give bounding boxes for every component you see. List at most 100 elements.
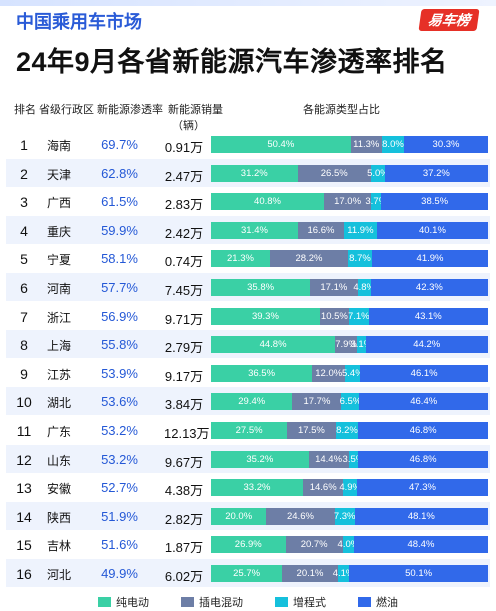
province-cell: 湖北 [47, 396, 72, 411]
share-bar: 31.2% 26.5% 5.0% 37.2% [211, 164, 488, 182]
penetration-cell: 51.9% [101, 508, 138, 524]
province-cell: 江苏 [47, 367, 72, 382]
bar-segment-ice: 50.1% [349, 565, 488, 582]
bar-segment-bev: 25.7% [211, 565, 283, 582]
bar-segment-phev: 14.4% [308, 450, 349, 468]
bar-segment-ice: 42.3% [370, 279, 488, 296]
rank-cell: 13 [16, 480, 32, 497]
header-rank: 排名 [14, 104, 36, 116]
penetration-cell: 62.8% [101, 165, 138, 181]
bar-segment-bev: 33.2% [211, 479, 303, 497]
sales-cell: 6.02万 [164, 569, 204, 584]
province-cell: 河北 [47, 568, 72, 582]
header-sales-unit: （辆） [172, 120, 205, 132]
bar-segment-ice: 46.4% [359, 393, 488, 411]
province-cell: 陕西 [47, 510, 72, 525]
brand-title: 中国乘用车市场 [16, 12, 142, 32]
rank-cell: 10 [16, 394, 32, 411]
bar-segment-bev: 35.2% [211, 450, 309, 468]
penetration-cell: 55.8% [101, 337, 138, 353]
legend-label-phev: 插电混动 [199, 597, 243, 609]
share-bar: 20.0% 24.6% 7.3% 48.1% [211, 507, 488, 525]
header-share: 各能源类型占比 [303, 104, 380, 116]
province-cell: 天津 [47, 167, 72, 182]
bar-segment-ice: 46.8% [358, 422, 488, 439]
penetration-cell: 53.9% [101, 365, 138, 381]
bar-segment-erev: 4.8% [353, 279, 375, 296]
bar-segment-phev: 11.3% [350, 136, 382, 153]
share-bar: 44.8% 7.9% 3.1% 44.2% [211, 336, 488, 354]
bar-segment-erev: 8.7% [347, 250, 373, 268]
bar-segment-bev: 39.3% [211, 307, 320, 325]
bar-segment-erev: 3.7% [365, 193, 387, 211]
sales-cell: 2.42万 [164, 225, 204, 241]
share-bar: 50.4% 11.3% 8.0% 30.3% [211, 136, 488, 153]
bar-segment-bev: 20.0% [211, 507, 267, 525]
bar-segment-ice: 47.3% [356, 479, 488, 497]
legend-label-bev: 纯电动 [116, 597, 149, 609]
bar-segment-bev: 26.9% [211, 536, 286, 554]
bar-segment-bev: 36.5% [211, 364, 313, 382]
yiche-logo: 易车榜 [418, 9, 480, 31]
legend-label-erev: 增程式 [293, 597, 326, 609]
sales-cell: 2.83万 [164, 197, 204, 213]
province-cell: 山东 [47, 453, 72, 468]
bar-segment-erev: 8.2% [335, 422, 359, 439]
share-bar: 27.5% 17.5% 8.2% 46.8% [211, 422, 488, 439]
bar-segment-phev: 17.0% [324, 193, 372, 211]
province-cell: 吉林 [47, 539, 72, 554]
rank-cell: 3 [20, 194, 28, 211]
bar-segment-bev: 21.3% [211, 250, 270, 268]
bar-segment-phev: 26.5% [297, 164, 371, 182]
bar-segment-bev: 44.8% [211, 336, 336, 354]
legend-swatch-erev [275, 597, 288, 607]
penetration-cell: 69.7% [101, 137, 138, 152]
bar-segment-ice: 43.1% [368, 307, 488, 325]
legend-item-ice: 燃油 [358, 594, 398, 610]
penetration-cell: 53.2% [101, 451, 138, 467]
rank-cell: 7 [20, 308, 28, 325]
sales-cell: 12.13万 [164, 426, 210, 441]
page-title: 24年9月各省新能源汽车渗透率排名 [16, 47, 448, 77]
legend-swatch-bev [98, 597, 111, 607]
bar-segment-bev: 50.4% [211, 136, 351, 153]
bar-segment-ice: 37.2% [384, 164, 488, 182]
penetration-cell: 57.7% [101, 280, 138, 295]
bar-segment-bev: 35.8% [211, 279, 311, 296]
penetration-cell: 53.2% [101, 423, 138, 438]
sales-cell: 4.38万 [164, 483, 204, 499]
legend: 纯电动 插电混动 增程式 燃油 [0, 594, 496, 610]
province-cell: 上海 [47, 339, 72, 354]
bar-segment-phev: 12.0% [312, 364, 346, 382]
rank-cell: 1 [20, 137, 28, 153]
legend-item-phev: 插电混动 [181, 594, 243, 610]
bar-segment-phev: 28.2% [269, 250, 348, 268]
rank-cell: 5 [20, 251, 28, 268]
bar-segment-bev: 31.2% [211, 164, 298, 182]
bar-segment-erev: 11.9% [343, 221, 377, 239]
province-cell: 浙江 [47, 310, 72, 325]
share-bar: 25.7% 20.1% 4.1% 50.1% [211, 565, 488, 582]
legend-item-bev: 纯电动 [98, 594, 149, 610]
legend-swatch-ice [358, 597, 371, 607]
rank-cell: 15 [16, 537, 32, 554]
province-cell: 广东 [47, 425, 72, 439]
sales-cell: 7.45万 [164, 283, 204, 298]
penetration-cell: 59.9% [101, 222, 138, 238]
share-bar: 21.3% 28.2% 8.7% 41.9% [211, 250, 488, 268]
bar-segment-ice: 30.3% [404, 136, 488, 153]
bar-segment-phev: 17.5% [287, 422, 336, 439]
bar-segment-bev: 29.4% [211, 393, 293, 411]
header-province: 省级行政区 [39, 104, 94, 116]
share-bar: 26.9% 20.7% 4.0% 48.4% [211, 536, 488, 554]
bar-segment-erev: 4.0% [338, 536, 359, 554]
legend-swatch-phev [181, 597, 194, 607]
rank-cell: 16 [16, 566, 32, 582]
bar-segment-phev: 14.6% [302, 479, 344, 497]
penetration-cell: 51.6% [101, 537, 138, 553]
sales-cell: 9.67万 [164, 454, 204, 470]
bar-segment-erev: 7.3% [334, 507, 355, 525]
bar-segment-erev: 8.0% [381, 136, 405, 153]
province-cell: 海南 [47, 139, 72, 153]
bar-segment-ice: 46.8% [358, 450, 488, 468]
